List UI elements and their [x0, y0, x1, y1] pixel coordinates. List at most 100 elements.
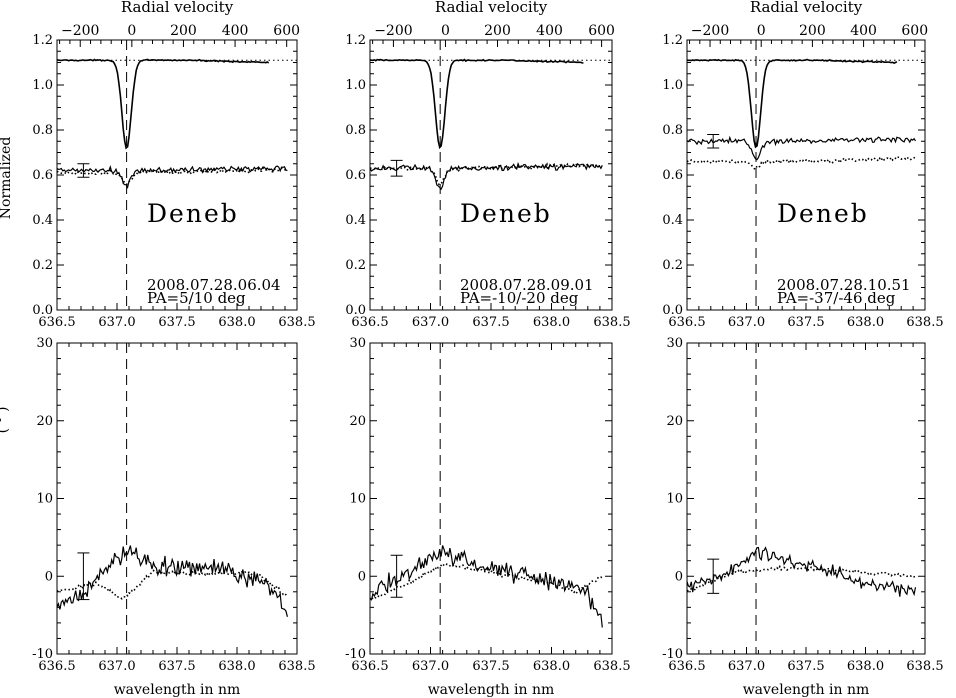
position-angle-label: PA=5/10 deg: [147, 289, 246, 307]
error-bar: [390, 159, 403, 177]
x-tick-label: 638.5: [278, 659, 315, 674]
x-ticks: [56, 343, 298, 654]
error-bar: [707, 134, 720, 149]
x-tick-label: 638.5: [906, 659, 943, 674]
x-tick-label: 638.0: [533, 659, 570, 674]
x-ticks: [686, 303, 926, 310]
y-tick-label: 0.4: [662, 213, 683, 228]
panel-upper-1: 636.5 637.0 637.5 638.0 638.5 0.0 0.2 0.4 0.6 0.8…: [345, 0, 630, 330]
star-label: Deneb: [777, 199, 869, 228]
top-tick-label: 400: [222, 23, 249, 39]
observation-date-label: 2008.07.28.06.04: [147, 276, 281, 294]
x-ticks: [369, 343, 613, 654]
x-tick-label: 637.5: [472, 315, 509, 330]
y-tick-label: 0.8: [662, 123, 683, 138]
position-angle-label: PA=-37/-46 deg: [777, 289, 896, 307]
panel-upper-2: 636.5 637.0 637.5 638.0 638.5 0.0 0.2 0.4 0.6 0.8…: [662, 0, 943, 330]
y-tick-label: 0.2: [662, 258, 683, 273]
y-tick-label: 10: [349, 492, 366, 507]
x-tick-label: 637.0: [98, 659, 135, 674]
panel-upper-0: 636.5 637.0 637.5 638.0 638.5 0.0 0.2 0.4 0.6 0.8…: [32, 0, 315, 330]
x-tick-label: 638.5: [906, 315, 943, 330]
x-tick-label: 638.0: [847, 315, 884, 330]
plot-frame: [369, 342, 613, 655]
y-ticks: [57, 342, 297, 655]
observation-date-label: 2008.07.28.10.51: [777, 276, 911, 294]
y-tick-label: 10: [36, 492, 53, 507]
x-tick-label: 636.5: [668, 659, 705, 674]
series-dotted: [686, 564, 916, 592]
plot-frame: [369, 39, 613, 311]
y-tick-label: 0.8: [345, 123, 366, 138]
x-tick-label: 637.5: [472, 659, 509, 674]
y-tick-label: 0: [358, 569, 366, 584]
x-tick-label: 637.0: [728, 315, 765, 330]
series-dotted-polarized: [56, 166, 288, 186]
y-tick-label: 1.2: [662, 33, 683, 48]
y-tick-label: 10: [666, 492, 683, 507]
y-tick-label: 1.0: [32, 78, 53, 93]
x-tick-label: 637.5: [787, 659, 824, 674]
x-ticks: [369, 303, 613, 310]
error-bar: [707, 558, 720, 594]
top-tick-label: 600: [588, 23, 615, 39]
y-ticks: [687, 39, 925, 311]
x-tick-label: 638.5: [593, 659, 630, 674]
x-tick-label: 638.0: [218, 315, 255, 330]
y-ticks: [57, 39, 297, 311]
x-tick-label: 637.5: [158, 315, 195, 330]
error-bar: [77, 163, 90, 178]
top-tick-label: −200: [691, 23, 729, 39]
x-tick-label: 637.0: [412, 659, 449, 674]
top-axis-title: Radial velocity: [435, 0, 548, 16]
y-tick-label: 0.0: [345, 303, 366, 318]
y-axis-title-upper: Normalized: [0, 137, 14, 220]
x-tick-label: 637.5: [158, 659, 195, 674]
x-axis-title: wavelength in nm: [428, 682, 555, 698]
x-tick-label: 636.5: [668, 315, 705, 330]
y-axis-title-lower: ( ° ): [0, 407, 11, 434]
y-tick-label: -10: [345, 647, 366, 662]
top-tick-label: 600: [273, 23, 300, 39]
plot-frame: [686, 342, 926, 655]
top-axis-title: Radial velocity: [750, 0, 863, 16]
y-tick-label: 1.0: [662, 78, 683, 93]
top-tick-label: 200: [484, 23, 511, 39]
series-solid: [686, 546, 917, 597]
y-tick-label: 0.6: [32, 168, 53, 183]
error-bar: [77, 552, 90, 601]
x-ticks: [686, 343, 926, 654]
x-tick-label: 636.5: [351, 659, 388, 674]
observation-date-label: 2008.07.28.09.01: [460, 276, 594, 294]
series-solid-intensity: [369, 58, 584, 150]
series-solid: [369, 545, 603, 628]
y-tick-label: 0.4: [345, 213, 366, 228]
y-tick-label: 0.0: [32, 303, 53, 318]
y-tick-label: -10: [662, 647, 683, 662]
x-tick-label: 637.0: [412, 315, 449, 330]
panel-lower-1: 636.5 637.0 637.5 638.0 638.5 -10 0 10 20 30 wavel…: [345, 336, 631, 698]
top-velocity-ticks: [372, 40, 613, 47]
top-axis-title: Radial velocity: [121, 0, 234, 16]
y-tick-label: 20: [666, 414, 683, 429]
y-ticks: [370, 342, 612, 655]
y-tick-label: 1.2: [32, 33, 53, 48]
y-ticks: [687, 342, 925, 655]
plot-frame: [56, 39, 298, 311]
top-tick-label: 200: [170, 23, 197, 39]
y-tick-label: 0.6: [345, 168, 366, 183]
plot-frame: [686, 39, 926, 311]
y-tick-label: 0: [45, 569, 53, 584]
y-tick-label: 0.2: [345, 258, 366, 273]
y-tick-label: 30: [666, 336, 683, 351]
y-tick-label: 0: [675, 569, 683, 584]
top-tick-label: 600: [901, 23, 928, 39]
top-velocity-ticks: [59, 40, 298, 47]
panel-lower-0: 636.5 637.0 637.5 638.0 638.5 -10 0 10 20 30 wavel…: [32, 336, 316, 698]
series-dotted: [56, 568, 289, 600]
series-solid-polarized: [369, 161, 603, 191]
y-tick-label: 20: [36, 414, 53, 429]
top-tick-label: 400: [850, 23, 877, 39]
y-tick-label: -10: [32, 647, 53, 662]
x-ticks: [56, 303, 298, 310]
